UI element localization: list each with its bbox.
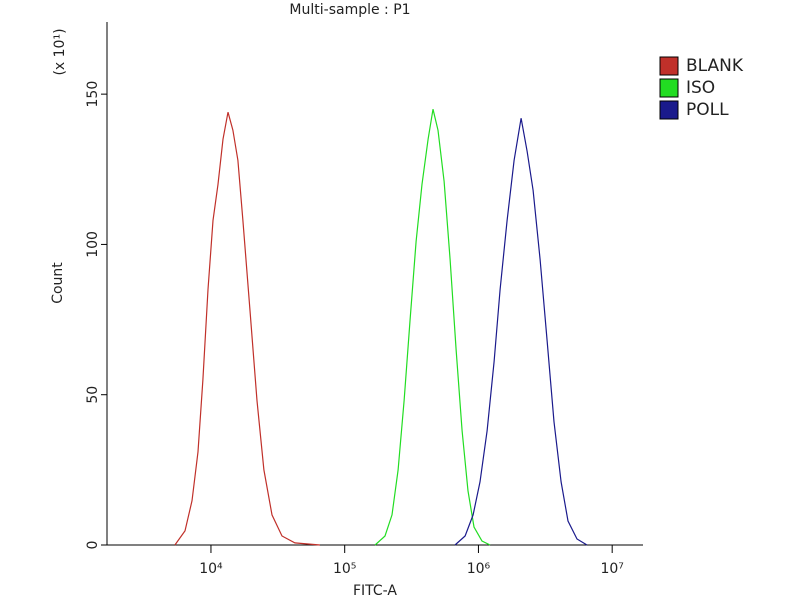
legend-swatch	[659, 56, 679, 76]
y-tick-label: 0	[85, 541, 101, 550]
x-tick-label: 10⁴	[199, 561, 223, 577]
histogram-line	[374, 109, 491, 546]
x-tick-label: 10⁵	[333, 561, 356, 577]
x-axis-label: FITC-A	[353, 583, 397, 599]
histogram-line	[454, 118, 588, 546]
y-tick-label: 50	[85, 386, 101, 404]
legend-label: BLANK	[686, 56, 744, 76]
legend-swatch	[659, 100, 679, 120]
x-tick-label: 10⁷	[600, 561, 623, 577]
x-tick-label: 10⁶	[467, 561, 491, 577]
y-multiplier: (x 10¹)	[52, 28, 68, 75]
histogram-line	[174, 112, 320, 546]
legend-label: POLL	[686, 100, 729, 120]
legend-label: ISO	[686, 78, 715, 98]
y-tick-label: 100	[85, 231, 101, 258]
legend-swatch	[659, 78, 679, 98]
y-axis-label: Count	[50, 262, 66, 304]
chart-title: Multi-sample : P1	[289, 2, 410, 18]
y-tick-label: 150	[85, 81, 101, 108]
